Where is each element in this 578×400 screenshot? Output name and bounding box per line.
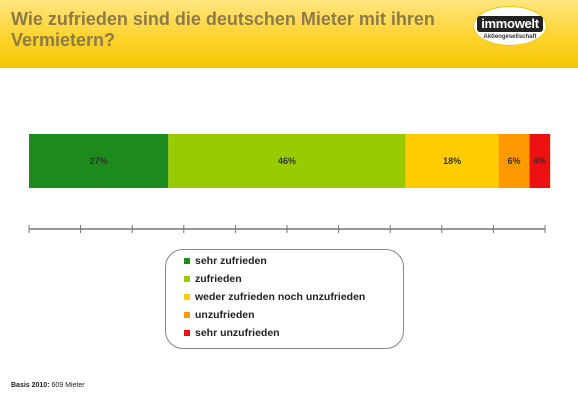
bar-segment-unzufrieden — [498, 134, 530, 188]
bar-label-sehr-zufrieden: 27% — [90, 156, 108, 166]
basis-label: Basis 2010: — [11, 382, 50, 389]
legend-item-sehr-unzufrieden: sehr unzufrieden — [184, 326, 280, 340]
bar-segment-sehr-zufrieden — [29, 134, 169, 188]
header-banner: Wie zufrieden sind die deutschen Mieter … — [0, 0, 578, 68]
legend-item-zufrieden: zufrieden — [184, 272, 242, 286]
logo-band — [477, 16, 543, 32]
stacked-bar-chart: 27% 46% 18% 6% 4% — [28, 134, 551, 233]
footer-note: Basis 2010: 609 Mieter — [11, 382, 85, 389]
bar-segment-zufrieden — [168, 134, 406, 188]
bar-label-zufrieden: 46% — [278, 156, 296, 166]
page-title: Wie zufrieden sind die deutschen Mieter … — [11, 9, 435, 50]
legend-label: unzufrieden — [195, 309, 255, 321]
legend-swatch — [184, 276, 190, 282]
legend-item-sehr-zufrieden: sehr zufrieden — [184, 254, 267, 268]
bar-group: 27% 46% 18% 6% 4% — [29, 134, 551, 188]
legend-swatch — [184, 330, 190, 336]
legend-label: weder zufrieden noch unzufrieden — [195, 291, 366, 303]
legend-label: sehr unzufrieden — [195, 327, 280, 339]
bar-label-sehr-unzufrieden: 4% — [533, 156, 546, 166]
legend-item-weder-zufrieden-noch-unzufrieden: weder zufrieden noch unzufrieden — [184, 290, 365, 304]
logo-subtitle: Aktiengesellschaft — [483, 34, 537, 40]
legend-swatch — [184, 312, 190, 318]
chart-legend: sehr zufrieden zufrieden weder zufrieden n… — [165, 249, 404, 349]
bar-segment-sehr-unzufrieden — [529, 134, 551, 188]
immowelt-logo: immowelt Aktiengesellschaft — [473, 6, 547, 46]
x-axis — [28, 225, 546, 233]
bar-segment-weder-zufrieden-noch-unzufrieden — [405, 134, 499, 188]
logo-wordmark: immowelt — [481, 16, 539, 31]
basis-value: 609 Mieter — [51, 382, 85, 389]
legend-label: sehr zufrieden — [195, 255, 267, 267]
bar-label-unzufrieden: 6% — [508, 156, 521, 166]
legend-item-unzufrieden: unzufrieden — [184, 308, 255, 322]
legend-swatch — [184, 294, 190, 300]
bar-label-weder-zufrieden-noch-unzufrieden: 18% — [443, 156, 461, 166]
legend-swatch — [184, 258, 190, 264]
legend-label: zufrieden — [195, 273, 242, 285]
